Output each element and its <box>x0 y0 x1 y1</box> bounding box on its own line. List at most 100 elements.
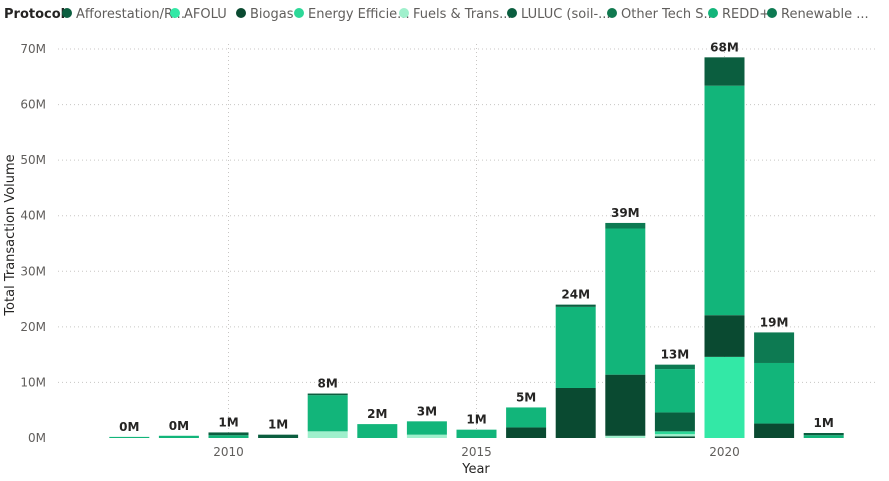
bar-segment[interactable] <box>109 436 150 438</box>
legend-title: Protocol <box>4 7 65 22</box>
data-label: 3M <box>417 404 437 418</box>
legend-item-label: AFOLU <box>184 7 227 22</box>
bar-segment[interactable] <box>654 431 695 435</box>
bar-2020[interactable] <box>704 57 745 438</box>
y-tick-label: 30M <box>20 264 46 278</box>
legend-marker <box>294 8 304 18</box>
bar-segment[interactable] <box>704 356 745 438</box>
bar-2013[interactable] <box>357 424 398 438</box>
legend-item-label: REDD+ <box>722 7 770 22</box>
data-label: 1M <box>814 416 834 430</box>
bar-segment[interactable] <box>654 369 695 413</box>
bar-segment[interactable] <box>803 432 844 436</box>
bar-segment[interactable] <box>208 435 249 438</box>
bar-segment[interactable] <box>605 222 646 229</box>
y-axis-title: Total Transaction Volume <box>3 154 18 316</box>
legend-marker <box>236 8 246 18</box>
bar-segment[interactable] <box>654 364 695 370</box>
legend-item-label: Energy Efficie... <box>308 7 410 22</box>
data-label: 1M <box>218 415 238 429</box>
bar-segment[interactable] <box>406 421 447 435</box>
y-tick-label: 40M <box>20 209 46 223</box>
bar-segment[interactable] <box>208 432 249 436</box>
bar-segment[interactable] <box>555 387 596 438</box>
x-tick-label: 2020 <box>709 445 740 459</box>
data-label: 0M <box>119 420 139 434</box>
data-label: 24M <box>561 288 590 302</box>
bar-segment[interactable] <box>307 431 348 438</box>
y-tick-label: 10M <box>20 375 46 389</box>
x-axis-title: Year <box>461 462 490 477</box>
y-tick-label: 20M <box>20 320 46 334</box>
legend-marker <box>62 8 72 18</box>
bar-2008[interactable] <box>109 436 150 438</box>
bar-segment[interactable] <box>158 435 199 438</box>
bar-segment[interactable] <box>704 315 745 357</box>
bar-segment[interactable] <box>704 57 745 86</box>
bar-segment[interactable] <box>555 304 596 307</box>
legend-marker <box>170 8 180 18</box>
bar-segment[interactable] <box>456 429 497 438</box>
legend-item-label: Other Tech S... <box>621 7 716 22</box>
bar-segment[interactable] <box>654 434 695 437</box>
data-label: 39M <box>611 206 640 220</box>
bar-2010[interactable] <box>208 432 249 438</box>
bar-2014[interactable] <box>406 421 447 438</box>
y-tick-label: 60M <box>20 98 46 112</box>
data-label: 2M <box>367 407 387 421</box>
legend-marker <box>767 8 777 18</box>
bar-2019[interactable] <box>654 364 695 438</box>
bar-segment[interactable] <box>605 374 646 436</box>
legend-marker <box>708 8 718 18</box>
bar-segment[interactable] <box>307 395 348 432</box>
bar-segment[interactable] <box>406 434 447 438</box>
bar-2012[interactable] <box>307 393 348 438</box>
data-labels: 0M 0M 1M 1M 8M 2M 3M 1M 5M 24M 39M 13M 68M 19M 1M <box>119 40 834 434</box>
data-label: 1M <box>268 418 288 432</box>
x-tick-label: 2010 <box>213 445 244 459</box>
legend-marker <box>507 8 517 18</box>
data-label: 68M <box>710 40 739 54</box>
bar-2021[interactable] <box>754 332 795 438</box>
data-label: 5M <box>516 390 536 404</box>
bar-segment[interactable] <box>258 434 299 438</box>
bar-segment[interactable] <box>605 435 646 438</box>
y-tick-label: 0M <box>28 431 46 445</box>
bar-segment[interactable] <box>654 412 695 432</box>
bar-segment[interactable] <box>555 306 596 388</box>
legend-item-label: LULUC (soil-... <box>521 7 611 22</box>
bar-2011[interactable] <box>258 434 299 438</box>
legend: Protocol Afforestation/R... AFOLU Biogas En… <box>4 7 869 22</box>
bar-segment[interactable] <box>754 423 795 438</box>
y-tick-label: 50M <box>20 153 46 167</box>
bar-segment[interactable] <box>704 85 745 316</box>
bar-2017[interactable] <box>555 304 596 438</box>
bar-2009[interactable] <box>158 435 199 438</box>
bar-2015[interactable] <box>456 429 497 438</box>
y-axis: 0M 10M 20M 30M 40M 50M 60M 70M <box>20 42 46 445</box>
x-tick-label: 2015 <box>461 445 492 459</box>
bar-segment[interactable] <box>357 424 398 438</box>
bar-segment[interactable] <box>754 332 795 363</box>
data-label: 19M <box>760 315 789 329</box>
y-tick-label: 70M <box>20 42 46 56</box>
bar-segment[interactable] <box>506 427 547 438</box>
bar-2022[interactable] <box>803 432 844 438</box>
bar-segment[interactable] <box>605 228 646 375</box>
legend-item-label: Afforestation/R... <box>76 7 185 22</box>
bar-segment[interactable] <box>654 436 695 438</box>
bar-2016[interactable] <box>506 407 547 438</box>
bar-2018[interactable] <box>605 222 646 438</box>
legend-marker <box>607 8 617 18</box>
data-label: 1M <box>466 413 486 427</box>
bar-segment[interactable] <box>506 407 547 428</box>
data-label: 13M <box>661 348 690 362</box>
legend-marker <box>399 8 409 18</box>
legend-item-label: Biogas <box>250 7 294 22</box>
bar-segment[interactable] <box>803 435 844 438</box>
bar-segment[interactable] <box>754 362 795 424</box>
legend-item-label: Renewable ... <box>781 7 869 22</box>
bar-segment[interactable] <box>307 393 348 396</box>
gridlines <box>58 44 876 438</box>
